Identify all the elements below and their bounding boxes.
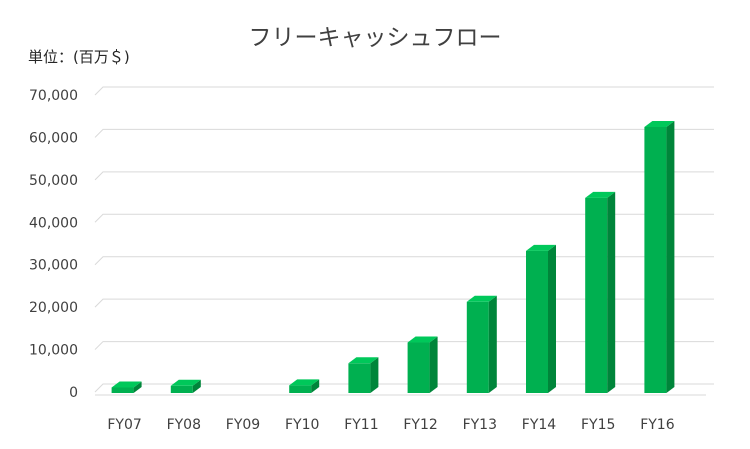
bar-front: [526, 250, 548, 393]
y-tick-label: 70,000: [29, 88, 78, 104]
bar-side: [488, 295, 497, 393]
gridline: [94, 213, 714, 223]
bar-top: [170, 379, 201, 386]
bar-fy11: [348, 357, 379, 393]
bar-fy10: [289, 379, 320, 393]
x-tick-label: FY13: [463, 417, 497, 433]
bar-front: [170, 385, 193, 393]
bar-side: [370, 357, 379, 393]
bar-fy13: [466, 295, 497, 393]
gridline: [94, 171, 714, 181]
bar-front: [644, 126, 667, 394]
bar-side: [133, 381, 142, 393]
gridline: [94, 341, 714, 350]
bar-side: [311, 379, 320, 393]
bar-front: [111, 387, 134, 393]
bar-front: [289, 385, 312, 393]
bar-front: [585, 197, 608, 393]
x-axis-ticks: FY07 FY08 FY09 FY10 FY11 FY12 FY13 FY14 FY15 FY16: [107, 417, 674, 433]
bar-front: [348, 363, 371, 393]
y-tick-label: 0: [69, 385, 78, 401]
gridlines: [94, 86, 714, 396]
bars: [111, 120, 675, 394]
y-axis-ticks: 0 10,000 20,000 30,000 40,000 50,000 60,000 70,…: [29, 88, 78, 401]
gridline: [94, 86, 714, 96]
bar-top: [111, 381, 142, 388]
bar-front: [407, 342, 430, 393]
y-tick-label: 60,000: [29, 130, 78, 146]
x-tick-label: FY16: [640, 417, 675, 433]
bar-top: [348, 357, 379, 364]
bar-top: [644, 120, 675, 127]
gridline: [94, 128, 714, 138]
bar-fy08: [170, 379, 201, 393]
bar-top: [407, 336, 438, 343]
bar-side: [548, 244, 556, 393]
bar-top: [526, 244, 556, 251]
chart-title: フリーキャッシュフロー: [249, 25, 502, 51]
x-tick-label: FY14: [522, 417, 557, 433]
bar-fy12: [407, 336, 438, 393]
bar-fy07: [111, 381, 142, 393]
gridline: [94, 383, 714, 393]
x-tick-label: FY15: [581, 417, 615, 433]
bar-side: [666, 120, 675, 394]
bar-top: [466, 295, 497, 302]
y-tick-label: 40,000: [29, 215, 78, 231]
y-tick-label: 10,000: [29, 343, 78, 359]
bar-front: [466, 301, 489, 393]
bar-fy16: [644, 120, 675, 394]
y-tick-label: 30,000: [29, 258, 78, 274]
bar-side: [429, 336, 438, 393]
bar-side: [607, 191, 616, 393]
bar-top: [585, 191, 616, 198]
x-tick-label: FY07: [107, 417, 141, 433]
x-tick-label: FY09: [226, 417, 260, 433]
y-tick-label: 20,000: [29, 300, 78, 316]
bar-side: [192, 379, 201, 393]
gridline: [94, 256, 714, 266]
bar-top: [289, 379, 320, 386]
gridline: [94, 298, 714, 308]
unit-label: 単位：(百万＄): [28, 48, 130, 66]
x-tick-label: FY10: [285, 417, 319, 433]
x-tick-label: FY08: [167, 417, 201, 433]
x-tick-label: FY11: [344, 417, 378, 433]
y-tick-label: 50,000: [29, 173, 78, 189]
bar-fy15: [585, 191, 616, 393]
bar-fy14: [526, 244, 556, 393]
x-tick-label: FY12: [403, 417, 437, 433]
